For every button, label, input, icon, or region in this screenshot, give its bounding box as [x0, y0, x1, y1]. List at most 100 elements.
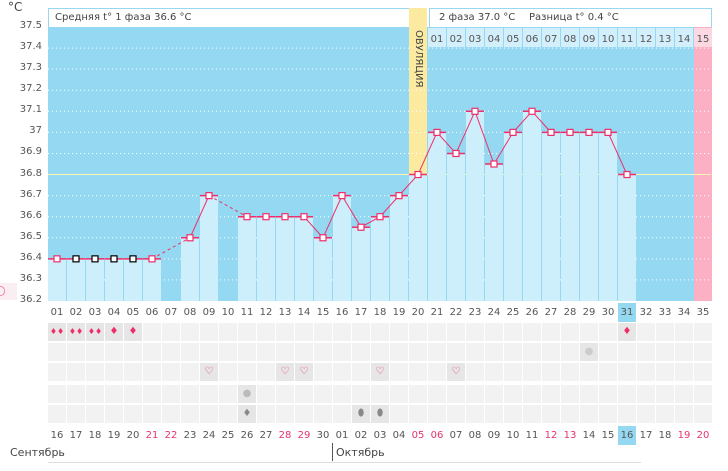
calendar-date[interactable]: 25	[221, 430, 235, 441]
calendar-date[interactable]: 26	[240, 430, 254, 441]
cycle-day-number[interactable]: 04	[107, 307, 121, 318]
calendar-date[interactable]: 22	[164, 430, 178, 441]
symptom-cell[interactable]	[542, 385, 560, 403]
symptom-cell[interactable]	[219, 405, 237, 423]
symptom-cell[interactable]	[428, 323, 446, 341]
symptom-cell[interactable]	[86, 363, 104, 381]
symptom-cell[interactable]	[390, 343, 408, 361]
cycle-day-number[interactable]: 32	[639, 307, 653, 318]
calendar-date[interactable]: 30	[316, 430, 330, 441]
symptom-cell[interactable]	[219, 323, 237, 341]
symptom-cell[interactable]	[295, 323, 313, 341]
cycle-day-number[interactable]: 02	[69, 307, 83, 318]
symptom-cell[interactable]	[352, 343, 370, 361]
calendar-date[interactable]: 10	[506, 430, 520, 441]
calendar-date[interactable]: 03	[373, 430, 387, 441]
symptom-cell[interactable]	[200, 323, 218, 341]
symptom-cell[interactable]	[428, 343, 446, 361]
symptom-cell[interactable]	[675, 405, 693, 423]
calendar-date[interactable]: 20	[696, 430, 710, 441]
cycle-day-number[interactable]: 28	[563, 307, 577, 318]
symptom-cell[interactable]	[618, 343, 636, 361]
calendar-date[interactable]: 18	[658, 430, 672, 441]
symptom-cell[interactable]	[105, 405, 123, 423]
symptom-cell[interactable]	[124, 385, 142, 403]
bleeding-heavy-icon[interactable]: ♦♦	[86, 323, 104, 341]
symptom-cell[interactable]	[637, 405, 655, 423]
symptom-cell[interactable]	[143, 323, 161, 341]
calendar-date[interactable]: 29	[297, 430, 311, 441]
symptom-cell[interactable]	[162, 363, 180, 381]
cycle-day-number[interactable]: 26	[525, 307, 539, 318]
symptom-cell[interactable]	[67, 363, 85, 381]
symptom-cell[interactable]	[675, 323, 693, 341]
symptom-cell[interactable]	[390, 385, 408, 403]
symptom-cell[interactable]	[390, 323, 408, 341]
symptom-cell[interactable]	[675, 343, 693, 361]
cycle-day-number[interactable]: 20	[411, 307, 425, 318]
cycle-day-number[interactable]: 22	[449, 307, 463, 318]
calendar-date[interactable]: 04	[392, 430, 406, 441]
calendar-date[interactable]: 14	[582, 430, 596, 441]
symptom-cell[interactable]	[333, 363, 351, 381]
calendar-date[interactable]: 11	[525, 430, 539, 441]
calendar-date[interactable]: 19	[677, 430, 691, 441]
symptom-cell[interactable]	[523, 405, 541, 423]
symptom-cell[interactable]	[390, 363, 408, 381]
symptom-cell[interactable]	[447, 405, 465, 423]
symptom-cell[interactable]	[409, 323, 427, 341]
symptom-cell[interactable]	[105, 343, 123, 361]
symptom-cell[interactable]	[371, 323, 389, 341]
symptom-cell[interactable]	[447, 323, 465, 341]
symptom-cell[interactable]	[371, 385, 389, 403]
cycle-day-number[interactable]: 08	[183, 307, 197, 318]
symptom-cell[interactable]	[371, 343, 389, 361]
symptom-cell[interactable]	[599, 405, 617, 423]
symptom-cell[interactable]	[238, 363, 256, 381]
symptom-cell[interactable]	[580, 385, 598, 403]
symptom-cell[interactable]	[333, 385, 351, 403]
symptom-cell[interactable]	[143, 343, 161, 361]
symptom-cell[interactable]	[542, 405, 560, 423]
symptom-cell[interactable]	[238, 343, 256, 361]
cycle-day-number[interactable]: 14	[297, 307, 311, 318]
symptom-cell[interactable]	[504, 385, 522, 403]
calendar-date[interactable]: 17	[639, 430, 653, 441]
symptom-cell[interactable]	[333, 405, 351, 423]
symptom-cell[interactable]	[504, 343, 522, 361]
symptom-cell[interactable]	[124, 343, 142, 361]
symptom-cell[interactable]	[523, 343, 541, 361]
symptom-cell[interactable]	[466, 343, 484, 361]
symptom-cell[interactable]	[523, 323, 541, 341]
discharge-heavy-icon[interactable]: ⬮	[371, 405, 389, 423]
symptom-cell[interactable]	[352, 385, 370, 403]
symptom-cell[interactable]	[276, 385, 294, 403]
cycle-day-number[interactable]: 18	[373, 307, 387, 318]
symptom-cell[interactable]	[219, 385, 237, 403]
calendar-date[interactable]: 07	[449, 430, 463, 441]
symptom-cell[interactable]	[333, 343, 351, 361]
symptom-cell[interactable]	[561, 323, 579, 341]
cycle-day-number[interactable]: 16	[335, 307, 349, 318]
symptom-cell[interactable]	[542, 343, 560, 361]
bleeding-light-icon[interactable]: ♦	[124, 323, 142, 341]
symptom-cell[interactable]	[200, 405, 218, 423]
symptom-cell[interactable]	[314, 363, 332, 381]
calendar-date[interactable]: 15	[601, 430, 615, 441]
symptom-cell[interactable]	[618, 385, 636, 403]
discharge-light-icon[interactable]: ♦	[238, 405, 256, 423]
symptom-cell[interactable]	[561, 405, 579, 423]
calendar-date[interactable]: 05	[411, 430, 425, 441]
bleeding-light-icon[interactable]: ♦	[618, 323, 636, 341]
symptom-cell[interactable]	[637, 363, 655, 381]
symptom-cell[interactable]	[485, 323, 503, 341]
symptom-cell[interactable]	[200, 343, 218, 361]
symptom-cell[interactable]	[580, 363, 598, 381]
symptom-cell[interactable]	[314, 385, 332, 403]
symptom-cell[interactable]	[352, 323, 370, 341]
symptom-cell[interactable]	[67, 343, 85, 361]
symptom-cell[interactable]	[656, 405, 674, 423]
cycle-day-number[interactable]: 01	[50, 307, 64, 318]
symptom-cell[interactable]	[162, 343, 180, 361]
heart-icon[interactable]: ♡	[371, 363, 389, 381]
